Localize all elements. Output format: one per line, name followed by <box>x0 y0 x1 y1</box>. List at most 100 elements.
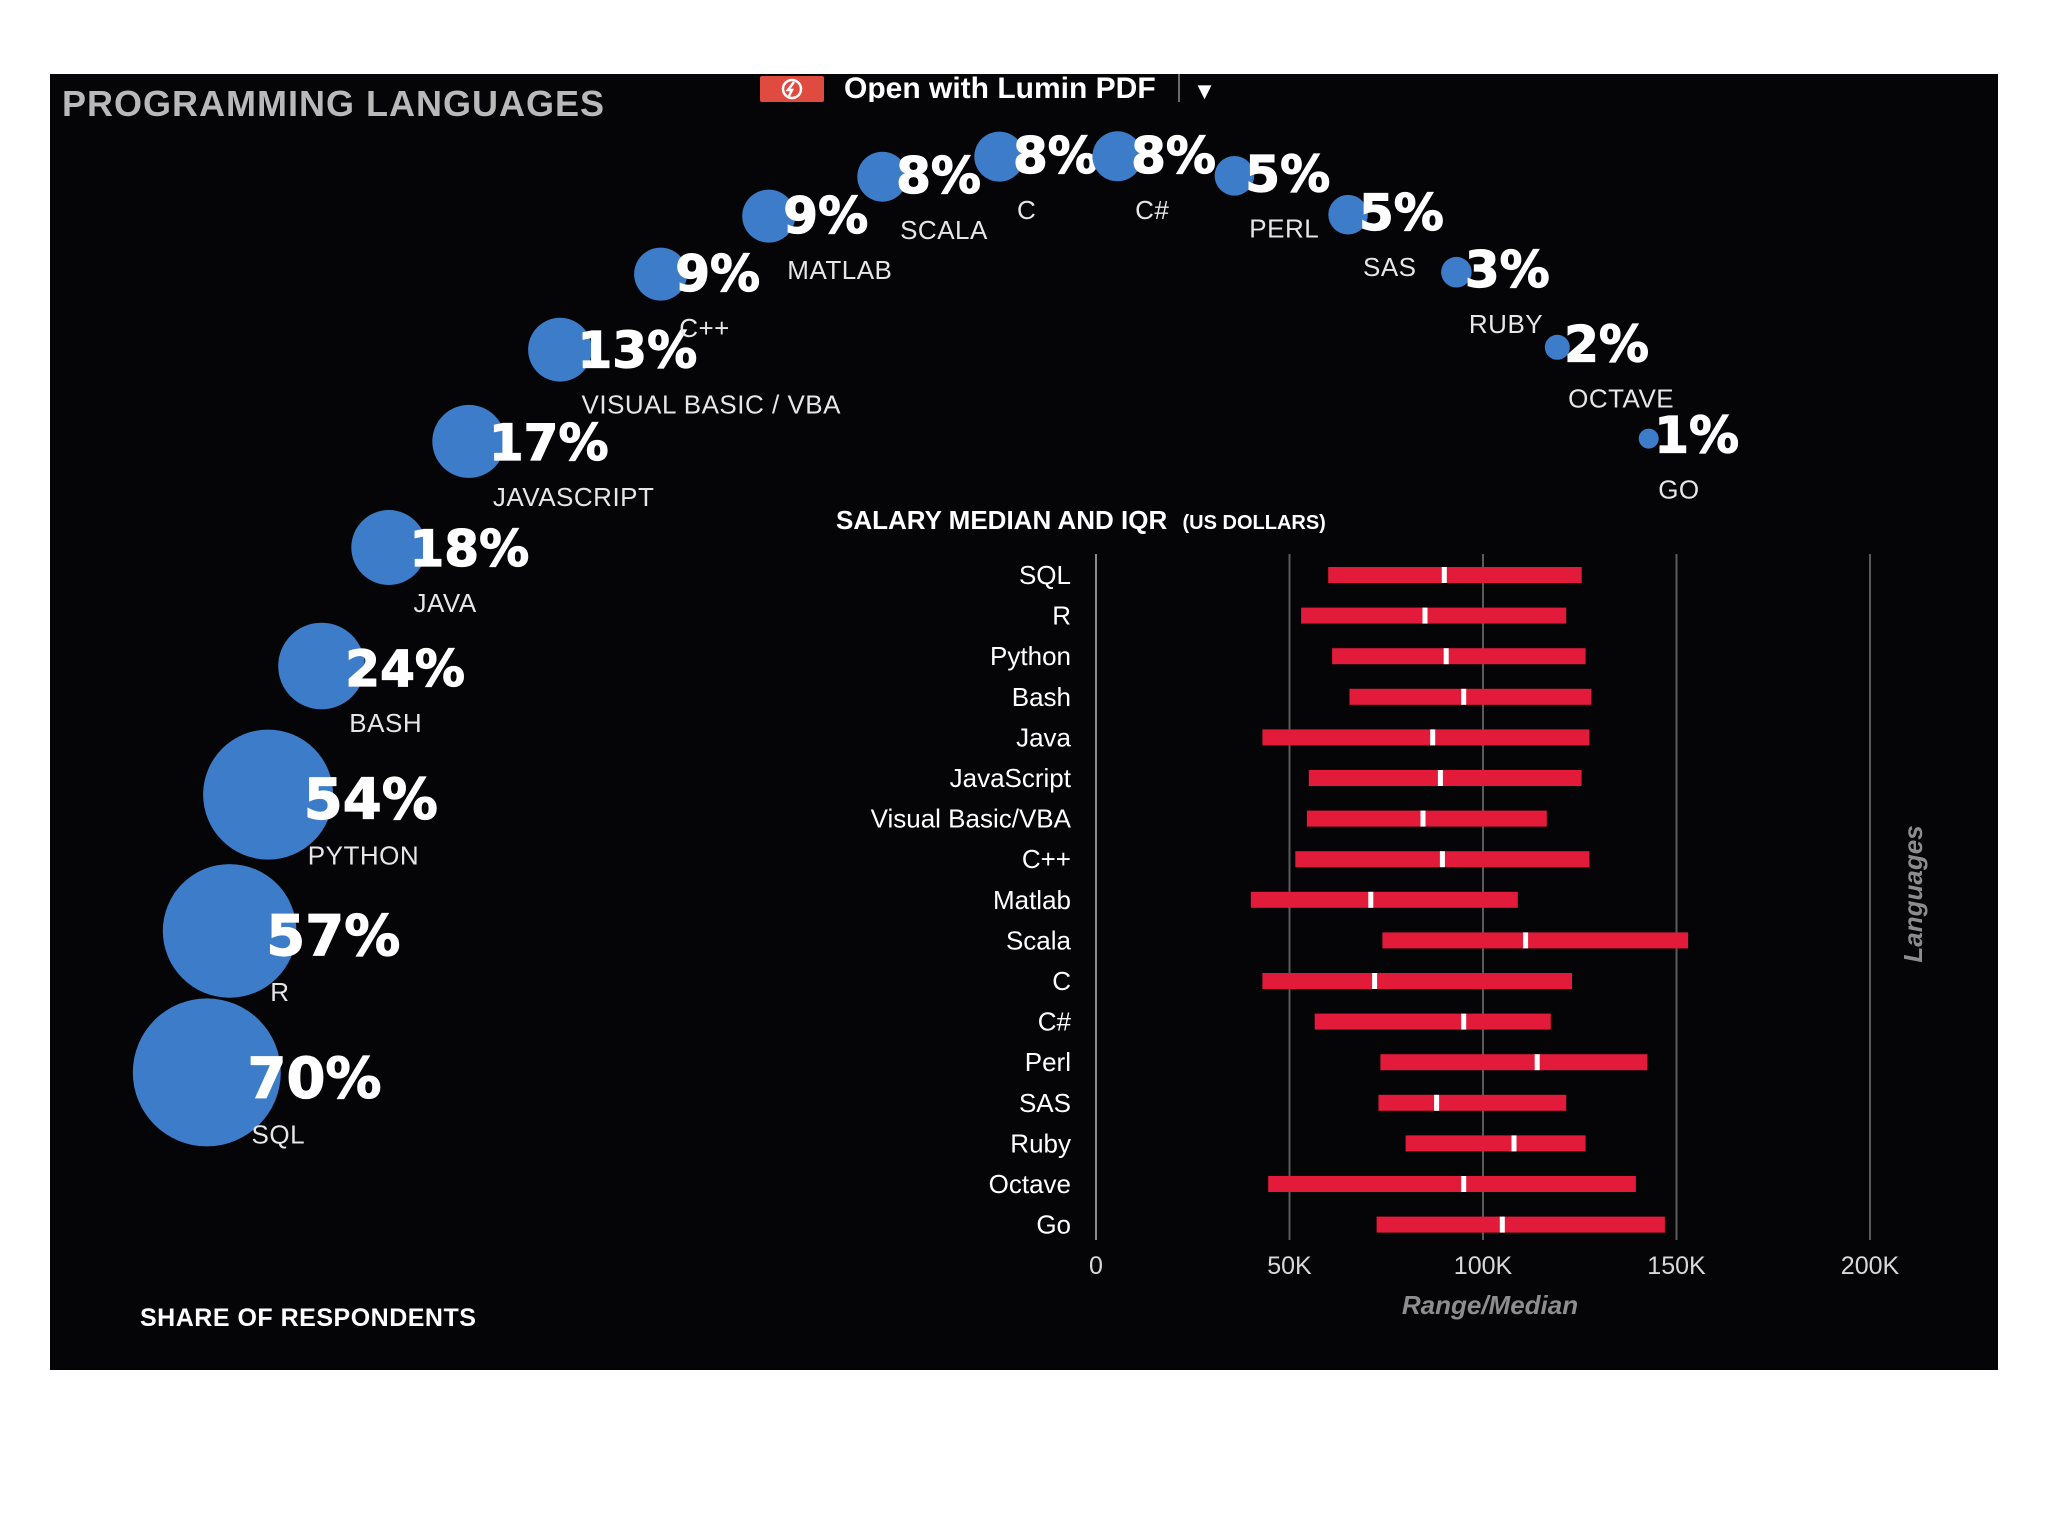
salary-category-labels: SQL R Python Bash Java JavaScript Visual Basic… <box>871 560 1072 1240</box>
bubble-octave <box>1544 334 1570 360</box>
salary-category-cplusplus: C++ <box>1022 844 1071 874</box>
bubble-value-scala: 8% <box>896 147 981 205</box>
salary-category-csharp: C# <box>1038 1007 1072 1037</box>
bubble-chart-title: PROGRAMMING LANGUAGES <box>62 83 605 124</box>
salary-chart-title-main: SALARY MEDIAN AND IQR <box>836 505 1167 535</box>
bubble-value-ruby: 3% <box>1465 241 1550 299</box>
bubble-value-javascript: 17% <box>489 414 609 472</box>
iqr-bar-r <box>1301 607 1567 624</box>
salary-category-scala: Scala <box>1006 925 1072 955</box>
bubble-value-octave: 2% <box>1564 316 1649 374</box>
median-marker-cplusplus <box>1439 851 1445 868</box>
salary-x-axis-label: Range/Median <box>1402 1290 1578 1320</box>
median-marker-sql <box>1441 567 1447 583</box>
bubble-sas <box>1328 194 1368 235</box>
bubble-r <box>162 864 297 998</box>
iqr-bar-c <box>1262 973 1572 989</box>
bubble-label-octave: OCTAVE <box>1568 384 1674 414</box>
bubble-python <box>203 729 334 860</box>
bubble-value-c: 8% <box>1013 127 1098 185</box>
iqr-bar-python <box>1332 648 1586 665</box>
infographic-chart: PROGRAMMING LANGUAGES 70% SQL 57% R 54% PYTHO… <box>62 83 1928 1332</box>
median-marker-perl <box>1534 1054 1540 1071</box>
salary-chart-title: SALARY MEDIAN AND IQR (US DOLLARS) <box>836 505 1326 535</box>
salary-tick-label-1: 50K <box>1267 1252 1312 1280</box>
salary-category-bash: Bash <box>1012 682 1071 712</box>
chevron-down-icon[interactable]: ▼ <box>1197 81 1212 102</box>
bubble-value-cplusplus: 9% <box>675 245 760 303</box>
bubble-label-go: GO <box>1658 474 1699 504</box>
median-marker-python <box>1443 648 1449 665</box>
bubble-label-bash: BASH <box>349 708 422 738</box>
bubble-label-matlab: MATLAB <box>787 255 892 285</box>
iqr-bar-go <box>1376 1216 1665 1233</box>
iqr-bar-scala <box>1382 932 1689 949</box>
bubble-value-sas: 5% <box>1359 184 1444 242</box>
bubble-label-ruby: RUBY <box>1469 309 1543 339</box>
iqr-bar-bash <box>1349 688 1592 705</box>
median-marker-scala <box>1523 932 1529 949</box>
iqr-bar-csharp <box>1314 1013 1551 1030</box>
toolbar-divider <box>1177 74 1180 102</box>
lumin-open-bar[interactable]: Open with Lumin PDF ▼ <box>760 74 1212 102</box>
median-marker-matlab <box>1368 891 1374 908</box>
median-marker-c <box>1372 973 1378 989</box>
bubble-label-python: PYTHON <box>308 840 419 870</box>
median-marker-octave <box>1461 1176 1467 1192</box>
salary-chart-title-unit: (US DOLLARS) <box>1183 512 1326 534</box>
salary-tick-label-0: 0 <box>1089 1252 1103 1280</box>
salary-category-javascript: JavaScript <box>950 763 1072 793</box>
median-marker-sas <box>1434 1094 1440 1111</box>
bubble-label-r: R <box>270 977 289 1007</box>
bubble-chart-axis-label: SHARE OF RESPONDENTS <box>140 1304 476 1332</box>
open-with-lumin-button[interactable]: Open with Lumin PDF <box>844 76 1156 102</box>
salary-category-c: C <box>1052 966 1071 996</box>
median-marker-java <box>1430 729 1436 746</box>
bubble-label-sas: SAS <box>1363 252 1417 282</box>
bubble-visual-basic-vba <box>528 317 592 382</box>
salary-category-python: Python <box>990 641 1071 671</box>
iqr-bar-octave <box>1268 1176 1636 1192</box>
median-marker-ruby <box>1511 1135 1517 1152</box>
bubble-ruby <box>1441 256 1472 288</box>
salary-category-matlab: Matlab <box>993 885 1071 915</box>
salary-tick-label-2: 100K <box>1454 1252 1513 1280</box>
bubble-cplusplus <box>634 247 688 301</box>
bubble-label-perl: PERL <box>1249 213 1319 243</box>
salary-y-axis-label: Languages <box>1898 825 1928 962</box>
salary-tick-label-4: 200K <box>1841 1252 1900 1280</box>
bubble-value-bash: 24% <box>345 640 465 698</box>
salary-category-ruby: Ruby <box>1010 1128 1071 1158</box>
bubble-scala <box>857 151 908 202</box>
bubble-value-csharp: 8% <box>1131 127 1216 185</box>
iqr-bar-sql <box>1328 567 1582 583</box>
bubble-bash <box>278 622 365 710</box>
bubble-value-python: 54% <box>304 767 438 832</box>
lumin-pdf-icon[interactable] <box>760 76 824 102</box>
bubble-value-r: 57% <box>266 904 400 969</box>
median-marker-csharp <box>1461 1013 1467 1030</box>
infographic-panel: PROGRAMMING LANGUAGES 70% SQL 57% R 54% PYTHO… <box>50 74 1998 1370</box>
salary-iqr-bars <box>1250 567 1689 1233</box>
salary-category-sas: SAS <box>1019 1088 1071 1118</box>
bubble-value-matlab: 9% <box>783 187 868 245</box>
bubble-matlab <box>742 189 796 243</box>
salary-tick-labels: 0 50K 100K 150K 200K <box>1089 1252 1899 1280</box>
iqr-bar-visual-basic-vba <box>1306 810 1547 827</box>
bubble-c <box>974 131 1025 182</box>
bubble-label-sql: SQL <box>252 1120 306 1150</box>
bubble-label-java: JAVA <box>414 588 477 618</box>
median-marker-javascript <box>1437 770 1443 786</box>
bubble-java <box>351 510 427 585</box>
median-marker-r <box>1422 607 1428 624</box>
bubble-label-visual-basic-vba: VISUAL BASIC / VBA <box>582 390 842 420</box>
bubble-value-visual-basic-vba: 13% <box>578 322 698 380</box>
bubble-perl <box>1214 156 1255 196</box>
bubble-value-perl: 5% <box>1245 145 1330 203</box>
median-marker-visual-basic-vba <box>1420 810 1426 827</box>
median-marker-go <box>1499 1216 1505 1233</box>
iqr-bar-matlab <box>1250 891 1518 908</box>
iqr-bar-java <box>1262 729 1590 746</box>
salary-category-go: Go <box>1036 1210 1071 1240</box>
salary-category-java: Java <box>1016 722 1071 752</box>
